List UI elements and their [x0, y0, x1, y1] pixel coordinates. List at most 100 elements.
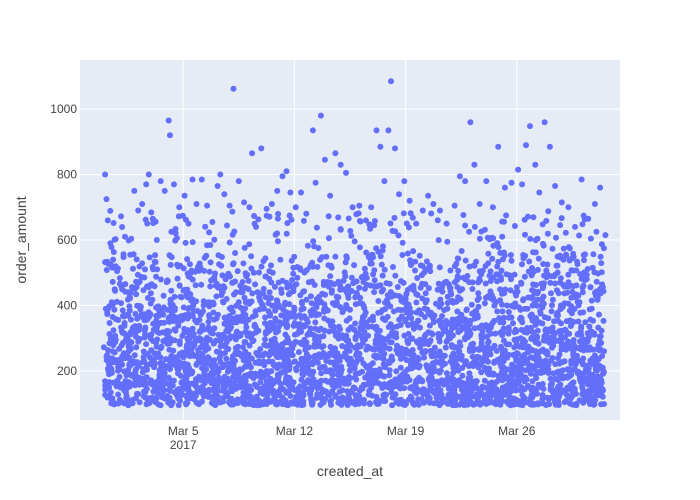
data-point [133, 344, 140, 351]
data-point [482, 263, 489, 269]
data-point [189, 239, 196, 246]
data-point [519, 181, 526, 188]
data-point [147, 300, 154, 307]
data-point [274, 353, 280, 360]
data-point [136, 303, 143, 309]
data-point [262, 336, 268, 343]
data-point [105, 260, 112, 267]
data-point [457, 296, 464, 303]
data-point [306, 329, 313, 336]
data-point [473, 357, 480, 364]
data-point [410, 248, 417, 255]
data-point [268, 262, 274, 269]
data-point [435, 330, 442, 337]
data-point [417, 344, 424, 351]
data-point [431, 344, 438, 351]
data-point [504, 302, 510, 309]
data-point [344, 388, 351, 395]
data-point [165, 328, 172, 335]
data-point [116, 373, 123, 380]
data-point [487, 288, 494, 295]
data-point [148, 335, 154, 342]
data-point [104, 394, 111, 401]
y-axis-ticks: 200 400 600 800 1000 [50, 102, 77, 378]
data-point [565, 204, 572, 211]
data-point [581, 277, 588, 284]
data-point [217, 399, 224, 406]
data-point [224, 222, 230, 229]
data-point [415, 401, 422, 408]
data-point [487, 370, 494, 377]
data-point [235, 371, 242, 378]
data-point [267, 348, 274, 354]
data-point [520, 296, 527, 303]
data-point [252, 329, 259, 336]
data-point [284, 322, 291, 329]
data-point [129, 284, 135, 291]
data-point [414, 292, 421, 298]
data-point [392, 145, 398, 152]
data-point [329, 287, 335, 294]
data-point [514, 367, 521, 374]
data-point [383, 336, 389, 343]
data-point [451, 365, 458, 372]
data-point [428, 210, 435, 217]
data-point [180, 354, 187, 361]
data-point [429, 331, 436, 338]
data-point [206, 313, 213, 320]
data-point [535, 255, 542, 262]
data-point [386, 280, 393, 287]
data-point [443, 220, 450, 227]
data-point [298, 189, 304, 196]
data-point [206, 229, 213, 236]
data-point [580, 309, 587, 316]
data-point [319, 399, 326, 406]
data-point [403, 378, 410, 385]
data-point [297, 266, 304, 273]
data-point [158, 343, 165, 350]
data-point [343, 337, 350, 344]
data-point [224, 361, 231, 368]
data-point [566, 340, 573, 347]
data-point [174, 261, 181, 268]
data-point [186, 330, 193, 337]
data-point [571, 306, 578, 312]
data-point [275, 210, 282, 217]
data-point [276, 344, 283, 351]
data-point [351, 238, 358, 245]
data-point [418, 311, 424, 317]
data-point [226, 239, 233, 246]
data-point [406, 197, 413, 204]
data-point [211, 325, 218, 332]
data-point [273, 401, 279, 408]
data-point [466, 228, 473, 235]
data-point [195, 347, 202, 354]
data-point [581, 257, 587, 264]
data-point [458, 352, 465, 359]
data-point [597, 184, 604, 191]
y-tick-label: 400 [57, 298, 77, 312]
data-point [181, 192, 188, 199]
data-point [469, 353, 476, 360]
data-point [132, 377, 139, 384]
data-point [351, 326, 358, 333]
data-point [301, 322, 308, 329]
data-point [190, 343, 197, 350]
data-point [517, 387, 524, 394]
data-point [356, 244, 363, 251]
data-point [168, 254, 175, 261]
data-point [556, 391, 563, 398]
data-point [586, 346, 593, 353]
data-point [597, 253, 604, 260]
data-point [248, 265, 255, 272]
data-point [230, 353, 236, 360]
data-point [510, 371, 517, 378]
data-point [315, 245, 322, 251]
data-point [161, 319, 168, 326]
data-point [413, 299, 420, 306]
data-point [497, 274, 504, 281]
data-point [393, 347, 400, 354]
data-point [200, 361, 207, 368]
data-point [255, 216, 262, 223]
data-point [455, 379, 461, 386]
